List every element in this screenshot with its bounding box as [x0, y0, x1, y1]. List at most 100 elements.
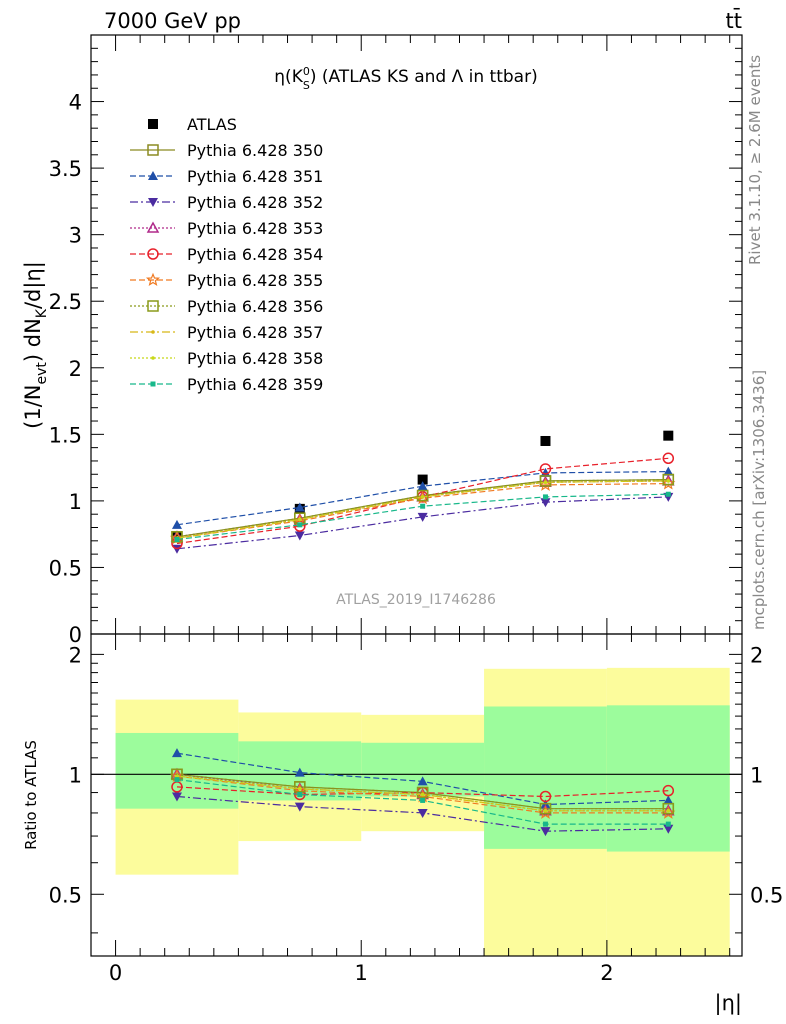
main-point-7-3: [539, 475, 552, 487]
mcplots-label: mcplots.cern.ch [arXiv:1306.3436]: [750, 370, 768, 630]
ratio-series: [169, 748, 676, 837]
ratio-point-4-3: [539, 790, 552, 803]
main-title-pre: η(K: [274, 67, 303, 87]
ratio-series-2: [171, 792, 674, 837]
ratio-point-8-4: [666, 808, 671, 813]
main-point-10-0: [174, 536, 180, 542]
ratio-point-6-2: [416, 786, 429, 799]
main-ytick-label-0: 0: [69, 623, 82, 647]
main-series-2: [171, 466, 674, 529]
axes: 0 0.5 1 1.5 2 2.5 3 3.5 4 0 1 2 0.5 0.5 1 1 2 2: [49, 34, 783, 985]
main-point-2-2: [417, 481, 428, 491]
main-title: η(K0 S) (ATLAS KS and Λ in ttbar): [274, 65, 537, 92]
main-point-7-4: [662, 473, 675, 486]
main-series: [169, 430, 676, 554]
legend: ATLAS Pythia 6.428 350 Pythia 6.428 351 Pyt…: [130, 115, 323, 394]
ratio-xtick-label-0: 0: [109, 961, 122, 985]
main-point-10-1: [297, 522, 303, 528]
main-ylabel: (1/Nevt) dNK/d|η|: [21, 261, 50, 429]
ratio-point-9-4: [665, 821, 671, 827]
main-ytick-label-8: 4: [69, 91, 82, 115]
legend-marker-1: [147, 144, 159, 156]
ratio-point-8-2: [420, 792, 425, 797]
legend-label-6: Pythia 6.428 355: [187, 271, 323, 290]
legend-label-1: Pythia 6.428 350: [187, 141, 323, 160]
ratio-point-9-1: [297, 791, 303, 797]
main-ytick-label-3: 1.5: [49, 423, 82, 447]
legend-label-9: Pythia 6.428 358: [187, 349, 323, 368]
legend-entry-8: Pythia 6.428 357: [130, 323, 323, 342]
main-line-8: [176, 480, 669, 539]
main-point-3-3: [540, 498, 551, 508]
ratio-point-2-1: [294, 802, 305, 812]
x-axis-label: |η|: [715, 991, 742, 1016]
legend-label-7: Pythia 6.428 356: [187, 297, 323, 316]
legend-label-0: ATLAS: [187, 115, 237, 134]
legend-label-4: Pythia 6.428 353: [187, 219, 323, 238]
ratio-point-6-1: [294, 781, 306, 793]
energy-label: 7000 GeV pp: [104, 9, 241, 33]
legend-marker-8: [151, 330, 155, 334]
main-ylabel-sub1: evt: [34, 362, 50, 385]
legend-marker-0: [148, 119, 158, 129]
ratio-series-9: [174, 777, 671, 827]
main-point-2-1: [294, 502, 305, 512]
legend-entry-6: Pythia 6.428 355: [130, 271, 323, 290]
main-series-10: [174, 491, 671, 542]
ratio-line-4: [176, 786, 669, 798]
ratio-point-9-3: [542, 821, 548, 827]
main-point-5-3: [539, 463, 552, 475]
legend-entry-10: Pythia 6.428 359: [130, 375, 323, 394]
main-point-6-4: [661, 476, 676, 490]
ratio-ytick-label-r-2: 2: [750, 643, 763, 667]
ratio-ytick-label-0: 0.5: [49, 883, 82, 907]
legend-marker-4: [146, 221, 160, 233]
legend-entry-9: Pythia 6.428 358: [130, 349, 323, 368]
ratio-point-2-2: [417, 808, 428, 818]
main-point-9-1: [298, 517, 302, 522]
main-title-sup: 0: [303, 65, 310, 78]
legend-label-8: Pythia 6.428 357: [187, 323, 323, 342]
main-ytick-label-6: 3: [69, 224, 82, 248]
ratio-point-8-1: [298, 786, 302, 791]
legend-entry-7: Pythia 6.428 356: [130, 297, 323, 316]
main-ylabel-b: ) dN: [21, 318, 45, 362]
legend-entry-5: Pythia 6.428 354: [130, 245, 323, 264]
legend-marker-7: [147, 300, 159, 312]
main-point-0-2: [417, 474, 428, 485]
legend-label-2: Pythia 6.428 351: [187, 167, 323, 186]
ratio-point-6-4: [662, 802, 675, 815]
ratio-xtick-label-1: 1: [355, 961, 368, 985]
main-title-sub: S: [303, 79, 310, 92]
ratio-point-1-0: [171, 748, 182, 758]
ratio-ytick-label-1: 1: [69, 763, 82, 787]
analysis-watermark: ATLAS_2019_I1746286: [336, 592, 496, 608]
legend-label-5: Pythia 6.428 354: [187, 245, 323, 264]
main-point-2-0: [171, 519, 182, 529]
ratio-point-2-0: [171, 792, 182, 802]
main-point-0-3: [540, 435, 551, 446]
ratio-uncertainty-bands: [91, 667, 742, 956]
legend-label-3: Pythia 6.428 352: [187, 193, 323, 212]
legend-marker-3: [148, 198, 158, 207]
ratio-ytick-label-r-0: 0.5: [750, 883, 783, 907]
main-point-5-4: [662, 452, 675, 465]
main-ytick-label-1: 0.5: [49, 556, 82, 580]
ratio-point-2-4: [663, 824, 674, 834]
main-ylabel-c: /d|η|: [21, 261, 46, 309]
main-title-post: ) (ATLAS KS and Λ in ttbar): [310, 67, 538, 87]
legend-label-10: Pythia 6.428 359: [187, 375, 323, 394]
legend-entry-4: Pythia 6.428 353: [130, 219, 323, 238]
legend-entry-2: Pythia 6.428 351: [130, 167, 323, 186]
ratio-line-5: [176, 775, 669, 814]
legend-entry-1: Pythia 6.428 350: [130, 141, 323, 160]
main-ylabel-sub2: K: [34, 308, 50, 318]
ratio-point-1-1: [294, 767, 305, 777]
main-ytick-label-5: 2.5: [49, 290, 82, 314]
ratio-xtick-label-2: 2: [600, 961, 613, 985]
main-ytick-label-4: 2: [69, 357, 82, 381]
process-label: tt̄: [726, 8, 742, 33]
rivet-label: Rivet 3.1.10, ≥ 2.6M events: [746, 55, 764, 265]
ratio-ylabel: Ratio to ATLAS: [22, 740, 40, 850]
main-point-3-1: [294, 531, 305, 541]
